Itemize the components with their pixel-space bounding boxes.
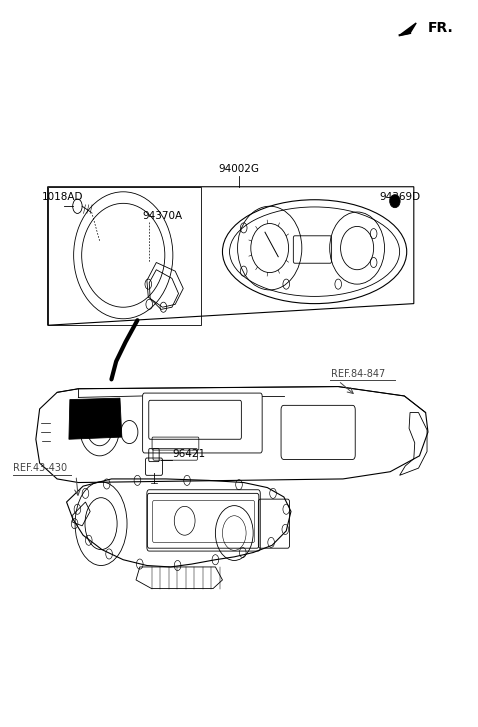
Text: FR.: FR. — [428, 21, 454, 35]
Text: REF.43-430: REF.43-430 — [13, 463, 67, 473]
Polygon shape — [400, 23, 416, 35]
Text: 96421: 96421 — [173, 449, 206, 459]
Text: 94370A: 94370A — [142, 211, 182, 221]
Text: REF.84-847: REF.84-847 — [331, 369, 385, 379]
Text: 1018AD: 1018AD — [42, 192, 83, 202]
Polygon shape — [69, 398, 122, 439]
Text: 94002G: 94002G — [218, 164, 260, 174]
Text: 94369D: 94369D — [380, 192, 421, 202]
Ellipse shape — [390, 195, 400, 208]
